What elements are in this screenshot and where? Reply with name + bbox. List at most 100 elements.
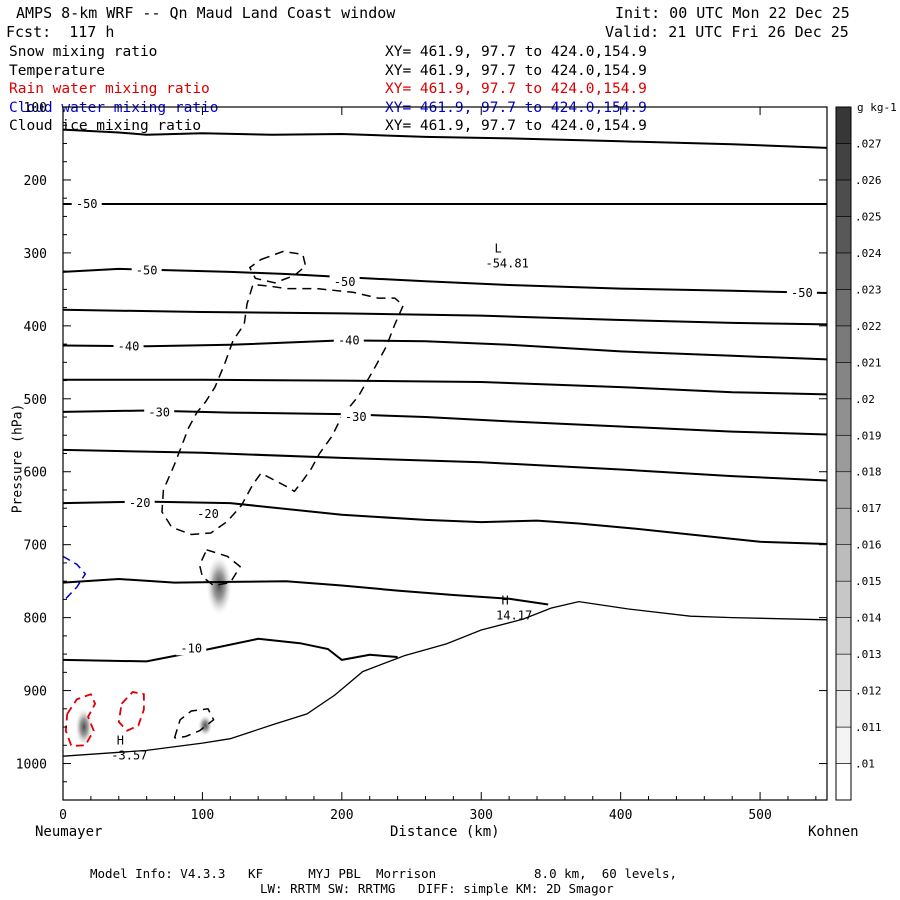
colorbar-tick-7: .017 xyxy=(855,502,882,515)
colorbar-frame xyxy=(835,106,852,801)
colorbar-cell-18 xyxy=(835,106,852,144)
colorbar-cell-11 xyxy=(835,362,852,400)
shaded-cell-2 xyxy=(198,715,213,736)
isotherm-label-10: -10 xyxy=(180,641,202,655)
y-tick-label-7: 800 xyxy=(24,612,47,627)
extremum-kind-1: H xyxy=(502,593,509,607)
isotherm-iso_a xyxy=(62,128,828,149)
colorbar-tick-3: .013 xyxy=(855,648,882,661)
colorbar-tick-10: .02 xyxy=(855,393,875,406)
colorbar-cell-2 xyxy=(835,690,852,728)
isotherm-label-2: -50 xyxy=(334,275,356,289)
extremum-kind-2: H xyxy=(117,733,124,747)
x-tick-label-1: 100 xyxy=(191,808,214,823)
isotherm-iso_e xyxy=(62,339,828,361)
isotherm-label-6: -30 xyxy=(148,406,170,420)
isotherm-label-0: -50 xyxy=(76,197,98,211)
isotherm-label-5: -40 xyxy=(338,333,360,347)
isotherm-iso_j xyxy=(62,577,549,606)
model-info-line-1: Model Info: V4.3.3 KF MYJ PBL Morrison 8… xyxy=(90,866,677,881)
isotherm-label-bg-2 xyxy=(329,274,360,290)
legend-xy-snow: XY= 461.9, 97.7 to 424.0,154.9 xyxy=(385,44,647,60)
colorbar-cell-15 xyxy=(835,216,852,254)
colorbar-tick-15: .025 xyxy=(855,210,882,223)
colorbar-units: g kg-1 xyxy=(857,101,897,114)
y-tick-label-8: 900 xyxy=(24,685,47,700)
rain-contour-rain_b xyxy=(117,691,145,732)
isotherm-label-7: -30 xyxy=(345,410,367,424)
snow-contour-snow_main xyxy=(161,284,405,536)
colorbar-tick-8: .018 xyxy=(855,466,882,479)
isotherm-iso_f xyxy=(63,378,828,396)
rain-contour-rain_a xyxy=(64,693,97,747)
chart-title: AMPS 8-km WRF -- Qn Maud Land Coast wind… xyxy=(16,4,396,22)
colorbar-cell-8 xyxy=(835,471,852,509)
colorbar-cell-5 xyxy=(835,580,852,618)
colorbar-cell-9 xyxy=(835,434,852,473)
y-tick-label-4: 500 xyxy=(24,393,47,408)
colorbar-tick-1: .011 xyxy=(855,721,882,734)
isotherm-iso_i xyxy=(62,500,828,545)
colorbar-tick-4: .014 xyxy=(855,612,882,625)
colorbar-cell-16 xyxy=(835,179,852,217)
extremum-value-2: -3.57 xyxy=(111,748,147,762)
legend-xy-cloud-ice: XY= 461.9, 97.7 to 424.0,154.9 xyxy=(385,118,647,134)
terrain-line xyxy=(62,600,828,757)
isotherm-label-bg-3 xyxy=(786,285,817,301)
x-tick-label-3: 300 xyxy=(470,808,493,823)
isotherm-label-bg-0 xyxy=(71,196,102,212)
colorbar-tick-0: .01 xyxy=(855,758,875,771)
legend-label-temperature: Temperature xyxy=(9,63,106,79)
colorbar-tick-11: .021 xyxy=(855,356,882,369)
snow-contour-snow_low xyxy=(173,707,215,739)
colorbar-cell-0 xyxy=(835,763,852,801)
legend-xy-temperature: XY= 461.9, 97.7 to 424.0,154.9 xyxy=(385,63,647,79)
isotherm-label-1: -50 xyxy=(136,263,158,277)
y-tick-label-0: 100 xyxy=(24,101,47,116)
isotherm-label-bg-9 xyxy=(192,506,223,522)
legend-label-rain: Rain water mixing ratio xyxy=(9,81,210,97)
isotherm-label-bg-4 xyxy=(113,338,144,354)
isotherm-label-bg-1 xyxy=(131,262,162,278)
isotherm-iso_g xyxy=(62,409,828,436)
x-right-label: Kohnen xyxy=(808,824,859,840)
colorbar-cell-13 xyxy=(835,289,852,327)
isotherm-iso_c xyxy=(62,267,828,294)
isotherm-label-bg-8 xyxy=(124,495,155,511)
isotherm-label-bg-6 xyxy=(144,404,175,420)
colorbar-cell-1 xyxy=(835,726,852,764)
forecast-hour: Fcst: 117 h xyxy=(6,23,115,41)
colorbar-cell-4 xyxy=(835,617,852,655)
isotherm-label-8: -20 xyxy=(129,496,151,510)
colorbar-tick-6: .016 xyxy=(855,539,882,552)
init-time: Init: 00 UTC Mon 22 Dec 25 xyxy=(615,4,850,22)
colorbar-cell-3 xyxy=(835,653,852,691)
plot-frame xyxy=(62,106,828,801)
snow-contour-snow_top xyxy=(248,250,307,284)
colorbar-tick-14: .024 xyxy=(855,247,882,260)
isotherm-label-3: -50 xyxy=(791,286,813,300)
isotherm-iso_h xyxy=(62,448,828,482)
extremum-value-1: 14.17 xyxy=(496,608,532,622)
colorbar-tick-12: .022 xyxy=(855,320,882,333)
x-tick-label-0: 0 xyxy=(59,808,67,823)
colorbar-tick-2: .012 xyxy=(855,685,882,698)
colorbar-cell-10 xyxy=(835,398,852,436)
isotherm-label-4: -40 xyxy=(118,339,140,353)
colorbar-tick-13: .023 xyxy=(855,283,882,296)
cloud-water-contour-cw_a xyxy=(62,555,87,603)
legend-xy-rain: XY= 461.9, 97.7 to 424.0,154.9 xyxy=(385,81,647,97)
y-axis-title: Pressure (hPa) xyxy=(10,403,26,514)
colorbar-cell-14 xyxy=(835,252,852,290)
x-tick-label-5: 500 xyxy=(748,808,771,823)
y-tick-label-9: 1000 xyxy=(16,758,47,773)
extremum-value-0: -54.81 xyxy=(485,257,528,271)
shaded-cell-0 xyxy=(206,556,232,615)
y-tick-label-5: 600 xyxy=(24,466,47,481)
colorbar-cell-12 xyxy=(835,325,852,363)
colorbar-tick-17: .027 xyxy=(855,137,882,150)
isotherm-label-9: -20 xyxy=(197,507,219,521)
legend-label-snow: Snow mixing ratio xyxy=(9,44,158,60)
isotherm-label-bg-7 xyxy=(340,409,371,425)
